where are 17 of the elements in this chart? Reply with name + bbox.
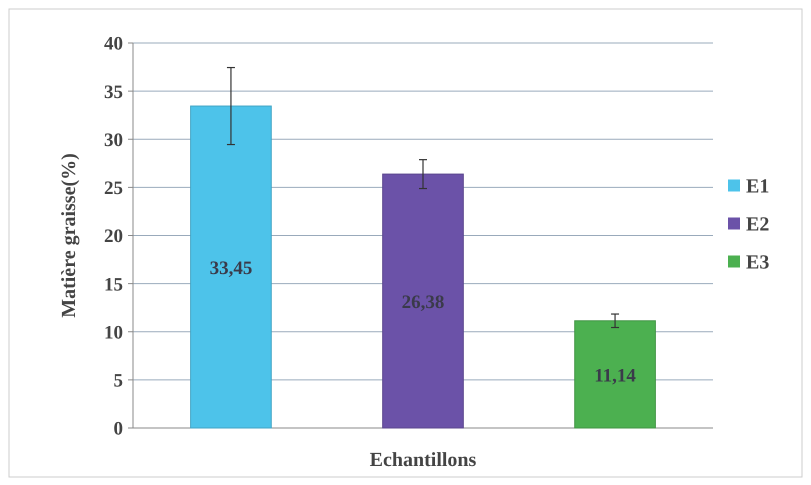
y-tick-label: 20 (104, 226, 123, 248)
y-axis-title: Matière graisse(%) (58, 153, 80, 318)
legend-label: E2 (746, 214, 770, 236)
data-label: 33,45 (210, 258, 252, 280)
y-tick-label: 15 (104, 274, 123, 296)
y-tick-label: 40 (104, 34, 123, 55)
x-axis-title: Echantillons (370, 449, 477, 471)
legend-label: E1 (746, 176, 770, 198)
data-label: 11,14 (594, 365, 636, 386)
legend-label: E3 (746, 252, 770, 274)
data-label: 26,38 (402, 292, 444, 314)
y-tick-label: 35 (104, 82, 123, 103)
y-tick-label: 5 (114, 370, 123, 392)
y-tick-label: 25 (104, 178, 123, 200)
y-tick-label: 10 (104, 322, 123, 344)
y-tick-label: 30 (104, 130, 123, 151)
y-tick-label: 0 (114, 418, 123, 440)
